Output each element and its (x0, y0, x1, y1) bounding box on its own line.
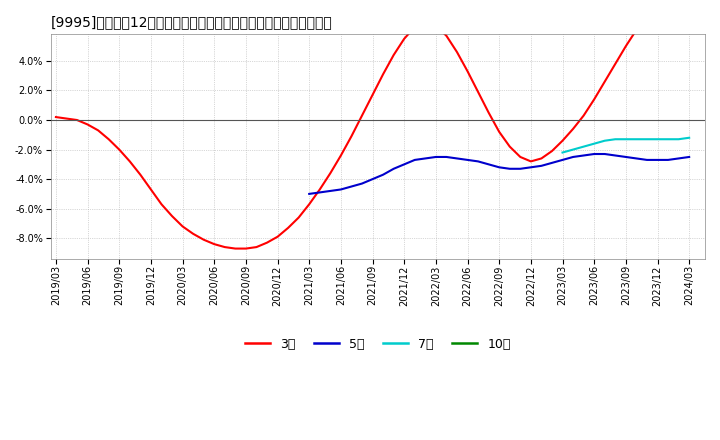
Legend: 3年, 5年, 7年, 10年: 3年, 5年, 7年, 10年 (240, 333, 516, 356)
Text: [9995]　売上高12か月移動合計の対前年同期増減率の平均値の推移: [9995] 売上高12か月移動合計の対前年同期増減率の平均値の推移 (50, 15, 333, 29)
